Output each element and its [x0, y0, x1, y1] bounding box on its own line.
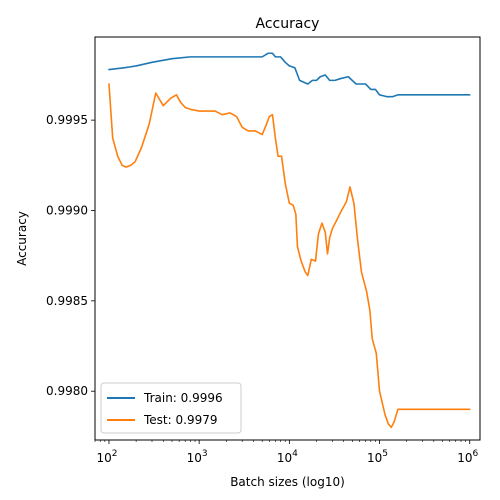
- plot-frame: [94, 36, 481, 441]
- y-tick-label: 0.9995: [46, 113, 88, 127]
- chart-title: Accuracy: [256, 16, 320, 32]
- y-axis: 0.9980 0.9985 0.9990 0.9995: [46, 113, 95, 398]
- series-layer: [108, 52, 471, 429]
- x-tick-label: 105: [367, 449, 388, 465]
- y-axis-label: Accuracy: [15, 211, 29, 266]
- series-line-test: [108, 83, 471, 429]
- x-axis-label: Batch sizes (log10): [230, 475, 345, 489]
- legend-test-label: Test: 0.9979: [143, 413, 217, 427]
- y-tick-label: 0.9985: [46, 294, 88, 308]
- series-line-train: [108, 52, 471, 98]
- x-axis: 102 103 104 105 106: [94, 440, 478, 465]
- y-tick-label: 0.9980: [46, 384, 88, 398]
- x-tick-label: 102: [96, 449, 117, 465]
- x-tick-label: 104: [277, 449, 298, 465]
- legend-train-label: Train: 0.9996: [143, 391, 223, 405]
- legend-box: [100, 382, 242, 434]
- legend: Train: 0.9996 Test: 0.9979: [100, 382, 242, 434]
- y-tick-label: 0.9990: [46, 203, 88, 217]
- x-tick-label: 106: [457, 449, 478, 465]
- x-tick-label: 103: [187, 449, 208, 465]
